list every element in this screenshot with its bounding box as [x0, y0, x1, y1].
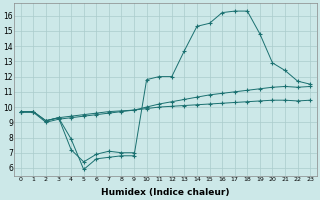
- X-axis label: Humidex (Indice chaleur): Humidex (Indice chaleur): [101, 188, 230, 197]
